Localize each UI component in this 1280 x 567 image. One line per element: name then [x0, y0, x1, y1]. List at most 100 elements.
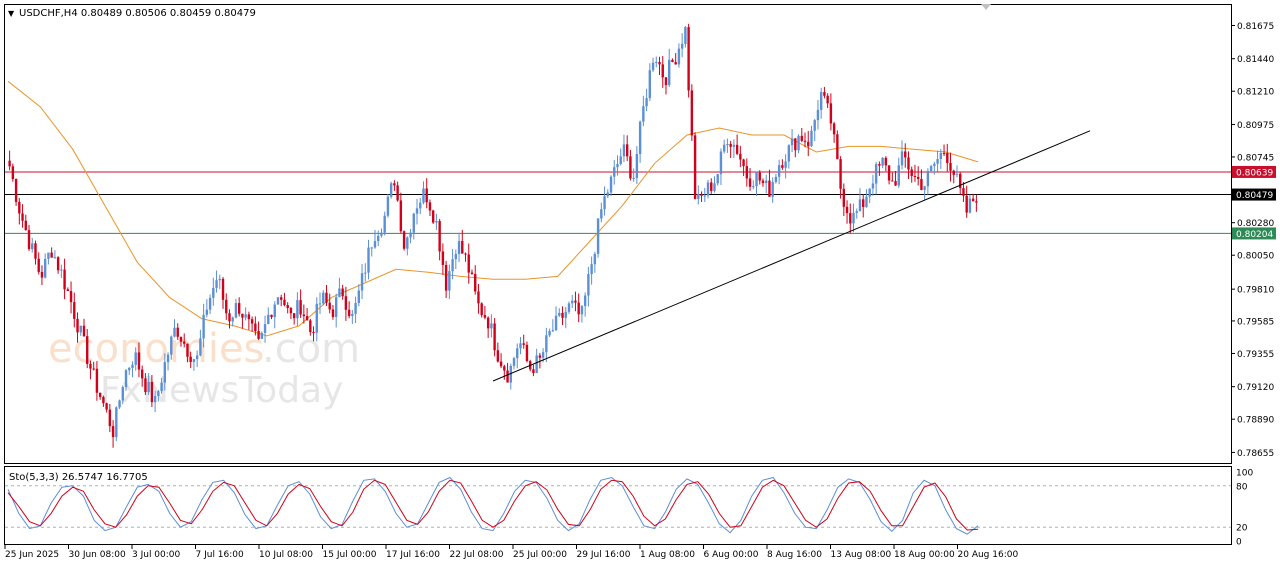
candle-body: [506, 370, 509, 383]
candle-body: [431, 210, 435, 223]
candle-body: [897, 165, 900, 186]
stochastic-pane: [4, 466, 1232, 545]
candle-body: [900, 151, 904, 166]
candle-body: [622, 144, 626, 157]
candle-body: [874, 164, 878, 184]
candle-body: [202, 314, 205, 339]
candle-body: [237, 303, 241, 314]
candle-body: [170, 336, 173, 355]
candle-body: [849, 213, 852, 224]
candle-body: [645, 98, 648, 107]
candle-body: [933, 163, 936, 167]
candle-body: [27, 230, 31, 250]
candle-body: [441, 251, 445, 265]
candle-body: [221, 278, 225, 300]
price-tick-label: 0.80745: [1237, 153, 1274, 163]
candle-body: [276, 297, 280, 305]
candle-body: [225, 299, 228, 314]
candle-body: [373, 241, 377, 248]
header-dropdown-icon[interactable]: ▼: [8, 9, 15, 18]
candle-body: [79, 325, 82, 333]
candle-body: [179, 336, 183, 342]
candle-body: [283, 299, 286, 306]
candle-body: [816, 109, 820, 121]
candle-body: [971, 198, 975, 202]
candle-body: [47, 252, 50, 259]
candle-body: [926, 170, 930, 187]
candle-body: [409, 232, 412, 238]
candle-body: [128, 367, 131, 371]
candle-body: [823, 92, 826, 96]
candle-body: [512, 358, 516, 366]
candle-body: [448, 271, 451, 291]
candle-body: [894, 180, 897, 186]
time-tick-label: 8 Aug 16:00: [767, 550, 822, 560]
candle-body: [406, 237, 409, 249]
candle-body: [907, 157, 910, 170]
candle-body: [393, 183, 396, 186]
candle-body: [916, 176, 920, 179]
candle-body: [910, 169, 913, 177]
candle-body: [250, 319, 254, 324]
candle-body: [124, 370, 128, 388]
candle-body: [965, 195, 968, 213]
candle-body: [357, 290, 361, 303]
candle-body: [561, 312, 564, 318]
candle-body: [719, 151, 723, 175]
candle-body: [457, 240, 461, 255]
candle-body: [299, 300, 302, 315]
candle-body: [936, 159, 939, 164]
candle-body: [522, 343, 525, 345]
trendline-line[interactable]: [492, 130, 1091, 382]
candle-body: [289, 308, 293, 314]
candle-body: [638, 121, 642, 155]
stochastic-series-main: [7, 476, 979, 535]
candle-body: [609, 176, 613, 193]
trendline: [492, 130, 1091, 382]
candle-body: [270, 314, 273, 318]
candle-body: [205, 309, 209, 315]
candle-body: [43, 258, 47, 278]
candle-body: [729, 143, 732, 147]
candle-body: [53, 257, 57, 259]
candle-body: [493, 323, 496, 351]
candle-body: [693, 135, 697, 199]
candle-body: [364, 272, 367, 274]
candle-body: [18, 201, 21, 214]
candle-body: [745, 166, 749, 179]
candle-body: [228, 313, 231, 322]
candle-body: [464, 253, 467, 255]
candle-body: [296, 300, 299, 319]
candle-body: [147, 381, 150, 393]
candle-body: [548, 331, 551, 336]
candle-body: [781, 165, 784, 168]
candle-body: [655, 62, 658, 64]
time-tick-label: 6 Aug 00:00: [704, 550, 759, 560]
candle-body: [955, 173, 959, 175]
candle-body: [842, 188, 846, 207]
candle-body: [538, 355, 542, 358]
candle-body: [819, 92, 823, 110]
candle-body: [752, 186, 755, 188]
symbol-header: USDCHF,H4 0.80489 0.80506 0.80459 0.8047…: [19, 8, 256, 19]
price-tick-label: 0.81440: [1237, 55, 1274, 65]
candle-body: [855, 211, 858, 213]
scroll-marker-icon[interactable]: [981, 4, 991, 10]
candle-body: [952, 170, 955, 175]
time-tick-label: 29 Jul 16:00: [577, 550, 631, 560]
candle-body: [777, 165, 781, 177]
candle-body: [813, 120, 816, 131]
stochastic-tick-label: 20: [1236, 524, 1248, 534]
candle-body: [758, 172, 761, 181]
candle-body: [199, 338, 202, 356]
candle-body: [625, 144, 629, 157]
candle-body: [858, 199, 862, 212]
candle-body: [577, 302, 580, 315]
candle-body: [706, 182, 710, 196]
candle-body: [519, 343, 522, 349]
candle-body: [651, 62, 655, 71]
candle-body: [176, 327, 179, 337]
candle-body: [69, 291, 73, 303]
candle-body: [344, 296, 348, 310]
